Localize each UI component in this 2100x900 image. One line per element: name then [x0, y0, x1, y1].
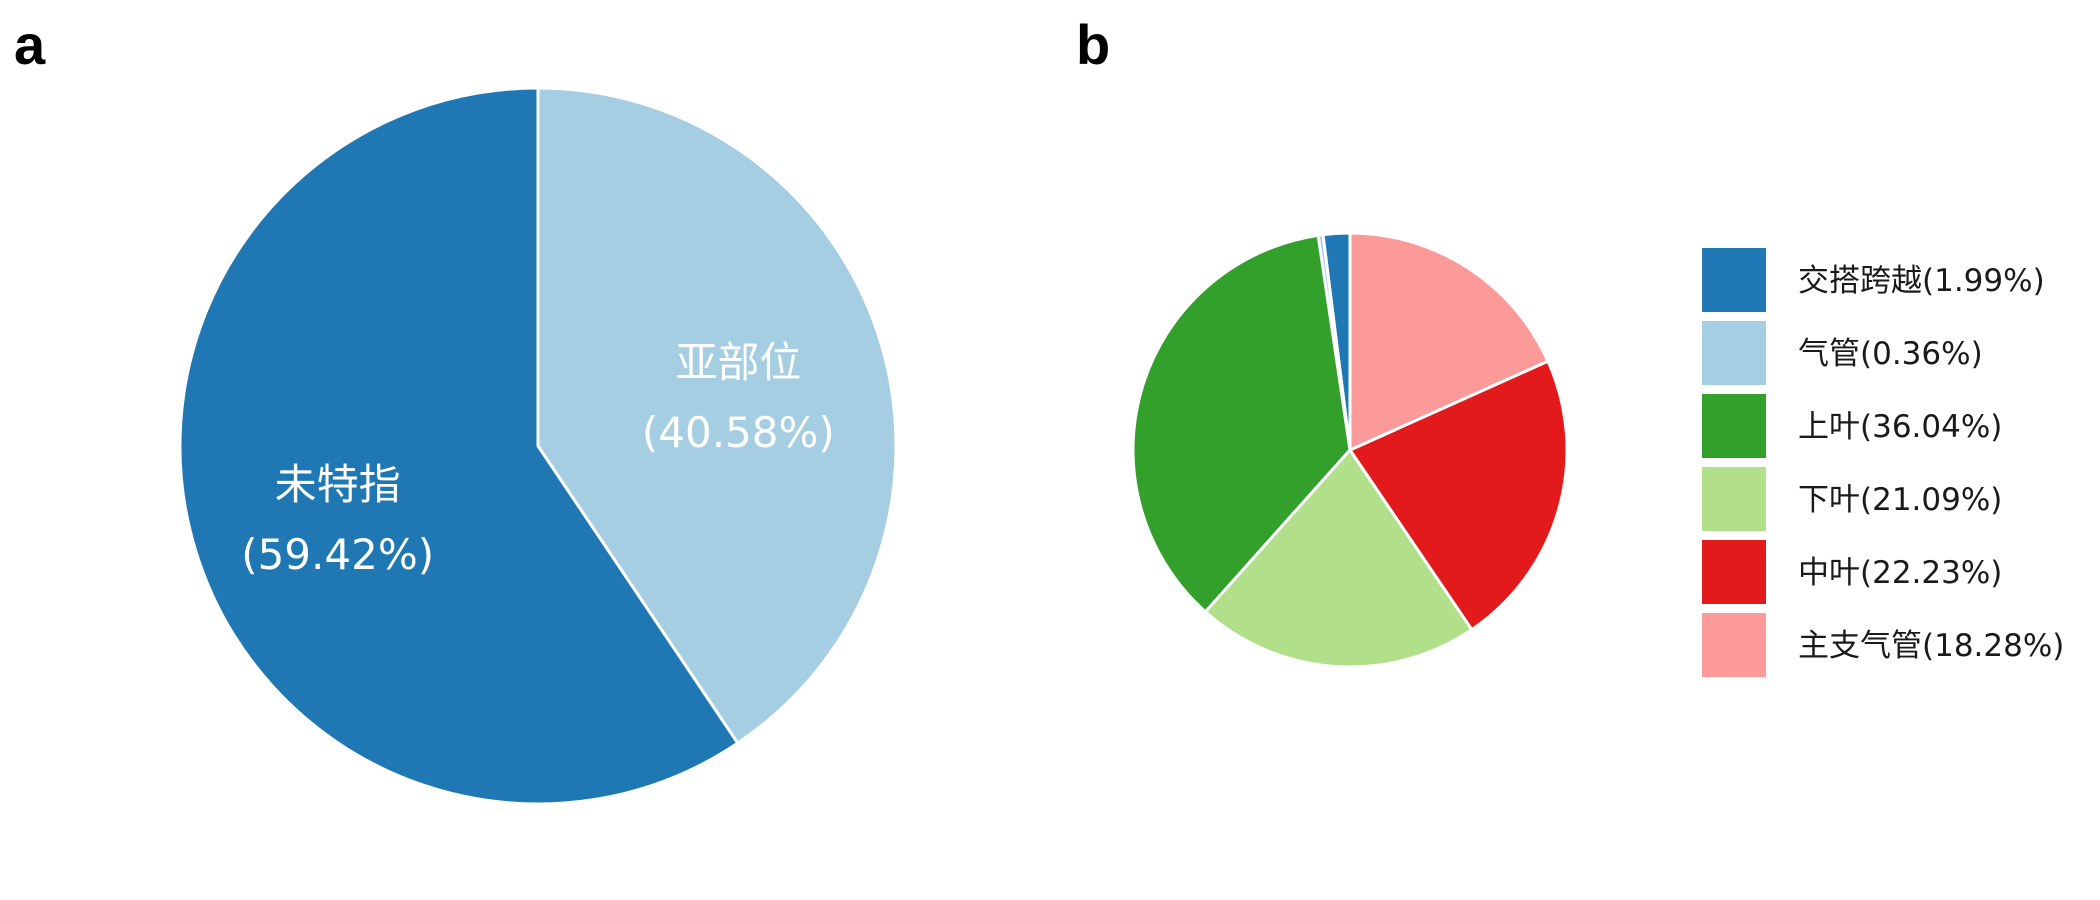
- legend-b-swatch-3: [1702, 394, 1766, 458]
- pie-a-slice-value-2: (59.42%): [241, 530, 434, 579]
- pie-b-slice-4: [1203, 448, 1474, 669]
- pie-b-slice-6: [1348, 231, 1550, 452]
- pie-b-slice-3: [1131, 233, 1352, 614]
- pie-a-slice-2: [178, 86, 740, 806]
- legend-b-label-4: 下叶(21.09%): [1798, 482, 2002, 518]
- legend-b-label-6: 主支气管(18.28%): [1798, 628, 2064, 664]
- legend-b-swatch-6: [1702, 613, 1766, 677]
- panel-a: a 亚部位 (40.58%) 未特指 (59.42%): [14, 13, 898, 806]
- pie-a-slice-value-1: (40.58%): [642, 408, 835, 457]
- legend-b-swatch-4: [1702, 467, 1766, 531]
- pie-a-slice-1: [536, 86, 898, 745]
- legend-b-label-5: 中叶(22.23%): [1798, 555, 2002, 591]
- legend-b-swatch-5: [1702, 540, 1766, 604]
- legend-b-label-2: 气管(0.36%): [1798, 336, 1983, 372]
- panel-b: b 交搭跨越(1.99%) 气管(0.36%) 上叶(36.04%) 下叶(21.09…: [1076, 13, 2064, 677]
- legend-b-label-3: 上叶(36.04%): [1798, 409, 2002, 445]
- pie-chart-a: [178, 86, 898, 806]
- pie-chart-b: [1131, 231, 1569, 669]
- pie-a-slice-label-2: 未特指: [275, 460, 401, 509]
- pie-a-slice-label-1: 亚部位: [675, 338, 801, 387]
- legend-b-swatch-2: [1702, 321, 1766, 385]
- legend-b-swatch-1: [1702, 248, 1766, 312]
- panel-label-a: a: [14, 13, 46, 76]
- panel-label-b: b: [1076, 13, 1110, 76]
- legend-b: 交搭跨越(1.99%) 气管(0.36%) 上叶(36.04%) 下叶(21.09%)…: [1702, 248, 2064, 677]
- pie-b-slice-5: [1348, 359, 1569, 632]
- legend-b-label-1: 交搭跨越(1.99%): [1798, 263, 2045, 299]
- pie-a-slice-labels: 亚部位 (40.58%) 未特指 (59.42%): [241, 338, 835, 579]
